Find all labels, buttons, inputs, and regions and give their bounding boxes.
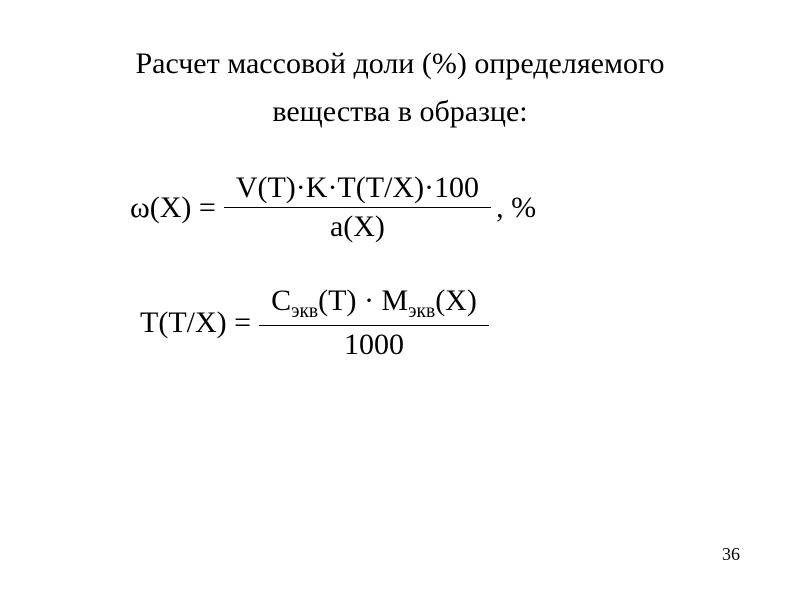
formula-1-denominator: a(X) (318, 208, 397, 244)
formula-1: ω(X) = V(T)·K·T(T/X)·100 a(X) , % (50, 171, 750, 244)
formula-2-fraction: Cэкв(T) · Mэкв(X) 1000 (259, 284, 489, 362)
formula-2-denominator: 1000 (332, 326, 416, 362)
formula-1-row: ω(X) = V(T)·K·T(T/X)·100 a(X) , % (130, 171, 750, 244)
formula-2-numerator: Cэкв(T) · Mэкв(X) (259, 284, 489, 325)
formula-1-numerator: V(T)·K·T(T/X)·100 (224, 171, 491, 207)
formula-2: T(T/X) = Cэкв(T) · Mэкв(X) 1000 (50, 284, 750, 362)
slide-title: Расчет массовой доли (%) определяемого в… (50, 40, 750, 136)
formula-1-fraction: V(T)·K·T(T/X)·100 a(X) (224, 171, 491, 244)
title-line-1: Расчет массовой доли (%) определяемого (135, 47, 664, 80)
formula-2-num-suffix: (X) (435, 284, 477, 317)
slide-container: Расчет массовой доли (%) определяемого в… (0, 0, 800, 600)
formula-2-num-sub2: экв (408, 301, 435, 322)
formula-2-row: T(T/X) = Cэкв(T) · Mэкв(X) 1000 (140, 284, 750, 362)
title-line-2: вещества в образце: (272, 95, 527, 128)
formula-2-num-mid: (T) · M (318, 284, 408, 317)
formula-1-lhs: ω(X) = (130, 191, 216, 225)
formula-2-num-sub1: экв (291, 301, 318, 322)
formula-2-num-prefix: C (271, 284, 291, 317)
page-number: 36 (722, 544, 740, 565)
formula-1-suffix: , % (496, 191, 536, 225)
formula-2-lhs: T(T/X) = (140, 306, 251, 340)
